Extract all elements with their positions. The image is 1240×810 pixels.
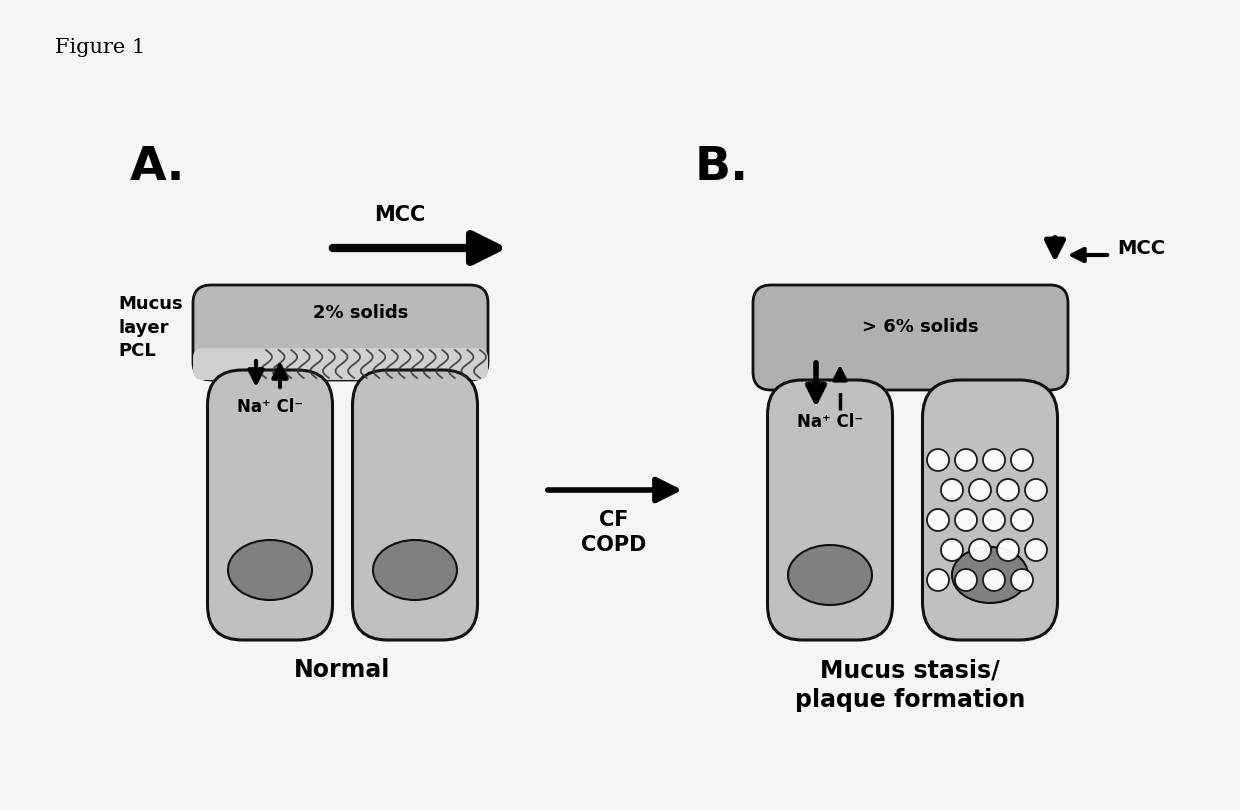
Text: CF
COPD: CF COPD <box>582 510 647 555</box>
FancyBboxPatch shape <box>207 370 332 640</box>
FancyBboxPatch shape <box>193 348 489 380</box>
Circle shape <box>941 479 963 501</box>
Circle shape <box>928 449 949 471</box>
Ellipse shape <box>373 540 458 600</box>
Text: > 6% solids: > 6% solids <box>862 318 978 336</box>
Circle shape <box>997 539 1019 561</box>
Text: B.: B. <box>694 145 749 190</box>
Circle shape <box>941 539 963 561</box>
Ellipse shape <box>952 547 1028 603</box>
Circle shape <box>968 539 991 561</box>
Circle shape <box>955 509 977 531</box>
FancyBboxPatch shape <box>193 285 489 380</box>
Circle shape <box>983 509 1004 531</box>
Ellipse shape <box>228 540 312 600</box>
Text: Figure 1: Figure 1 <box>55 38 145 57</box>
Circle shape <box>1011 449 1033 471</box>
Circle shape <box>968 479 991 501</box>
Text: MCC: MCC <box>1117 238 1166 258</box>
Circle shape <box>983 449 1004 471</box>
Text: Mucus stasis/
plaque formation: Mucus stasis/ plaque formation <box>795 658 1025 712</box>
FancyBboxPatch shape <box>923 380 1058 640</box>
FancyBboxPatch shape <box>768 380 893 640</box>
Circle shape <box>928 509 949 531</box>
Text: A.: A. <box>130 145 186 190</box>
Text: 2% solids: 2% solids <box>312 304 408 322</box>
Ellipse shape <box>787 545 872 605</box>
FancyBboxPatch shape <box>753 285 1068 390</box>
Circle shape <box>1025 479 1047 501</box>
Circle shape <box>983 569 1004 591</box>
Text: Mucus
layer
PCL: Mucus layer PCL <box>118 295 182 360</box>
FancyBboxPatch shape <box>352 370 477 640</box>
Circle shape <box>1011 509 1033 531</box>
Text: MCC: MCC <box>374 205 425 225</box>
Text: Na⁺ Cl⁻: Na⁺ Cl⁻ <box>797 413 863 431</box>
Text: Normal: Normal <box>294 658 391 682</box>
Circle shape <box>955 449 977 471</box>
Circle shape <box>955 569 977 591</box>
Circle shape <box>1025 539 1047 561</box>
Circle shape <box>928 569 949 591</box>
Text: Na⁺ Cl⁻: Na⁺ Cl⁻ <box>237 398 303 416</box>
Circle shape <box>997 479 1019 501</box>
Circle shape <box>1011 569 1033 591</box>
